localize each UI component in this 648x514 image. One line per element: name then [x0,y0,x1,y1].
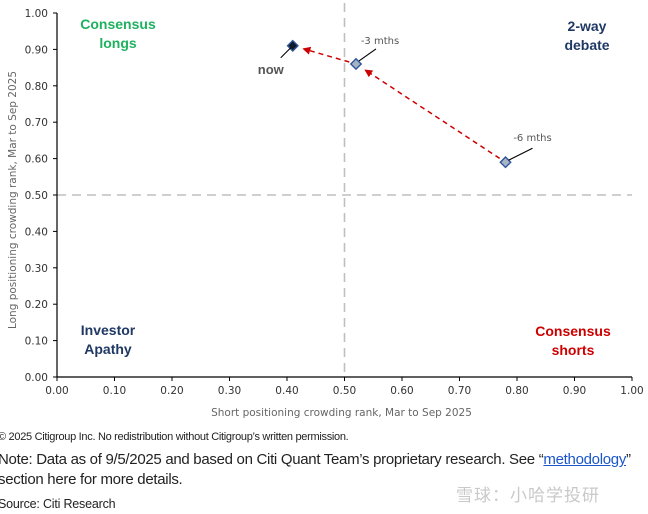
y-ticks: 0.00 0.10 0.20 0.30 0.40 0.50 0.60 0.70 0.80 0.90… [25,8,57,384]
quadrant-label-line: Consensus [535,323,611,339]
source-text: Source: Citi Research [0,497,116,511]
annotation-3-months: -3 mths [361,36,399,47]
note-line-2: section here for more details. [0,471,183,488]
x-tick-label: 1.00 [620,385,643,397]
methodology-link[interactable]: methodology [543,451,627,468]
y-tick-label: 0.50 [25,190,48,202]
callout-line-now [280,47,292,59]
x-ticks: 0.00 0.10 0.20 0.30 0.40 0.50 0.60 0.70 0.80 0.90… [45,377,644,397]
trajectory-arrows [302,46,501,160]
data-point-minus-3-mths [349,57,363,71]
quadrant-label-line: Investor [81,322,136,338]
note-suffix: ” [626,451,631,468]
callout-line-3m [358,48,377,62]
annotation-now: now [258,62,285,77]
x-tick-label: 0.10 [103,385,126,397]
y-tick-label: 1.00 [25,8,48,20]
reference-lines [57,3,632,377]
note-prefix: Note: Data as of 9/5/2025 and based on C… [0,451,544,468]
y-axis-title: Long positioning crowding rank, Mar to S… [7,71,19,329]
watermark: 雪球：小哈学投研 [456,486,600,506]
quadrant-label-line: debate [564,37,609,53]
data-points [286,39,512,169]
y-tick-label: 0.90 [25,44,48,56]
quadrant-label-bottom-right: Consensus shorts [535,323,611,358]
data-point-minus-6-mths [499,156,512,169]
quadrant-label-line: Apathy [84,341,132,357]
y-tick-label: 0.30 [25,263,48,275]
quadrant-label-bottom-left: Investor Apathy [81,322,136,357]
x-tick-label: 0.40 [275,385,298,397]
quadrant-label-line: shorts [552,342,595,358]
copyright-notice: © 2025 Citigroup Inc. No redistribution … [0,431,349,443]
note-text: Note: Data as of 9/5/2025 and based on C… [0,450,631,490]
callout-line-6m [508,147,533,161]
x-tick-label: 0.50 [333,385,356,397]
x-tick-label: 0.90 [563,385,586,397]
y-tick-label: 0.40 [25,226,48,238]
y-tick-label: 0.00 [25,372,48,384]
annotation-6-months: -6 mths [513,133,551,144]
y-tick-label: 0.20 [25,299,48,311]
quadrant-label-line: Consensus [80,16,156,32]
x-axis-title: Short positioning crowding rank, Mar to … [211,407,472,419]
quadrant-labels: Consensus longs 2-way debate Investor Apathy C… [80,16,611,358]
x-tick-label: 0.20 [160,385,183,397]
y-tick-label: 0.60 [25,154,48,166]
x-tick-label: 0.30 [218,385,241,397]
quadrant-label-top-left: Consensus longs [80,16,156,51]
scatter-chart: 0.00 0.10 0.20 0.30 0.40 0.50 0.60 0.70 0.80 0.90… [7,3,644,419]
y-tick-label: 0.10 [25,336,48,348]
x-tick-label: 0.00 [45,385,68,397]
quadrant-label-line: 2-way [568,18,607,34]
trajectory-arrow [302,46,350,63]
x-tick-label: 0.80 [505,385,528,397]
x-tick-label: 0.70 [448,385,471,397]
quadrant-label-top-right: 2-way debate [564,18,609,53]
y-tick-label: 0.80 [25,81,48,93]
trajectory-arrow [364,69,501,160]
quadrant-label-line: longs [99,35,137,51]
point-annotations: now -3 mths -6 mths [258,36,552,161]
y-tick-label: 0.70 [25,117,48,129]
x-tick-label: 0.60 [390,385,413,397]
data-point-now [286,39,299,52]
